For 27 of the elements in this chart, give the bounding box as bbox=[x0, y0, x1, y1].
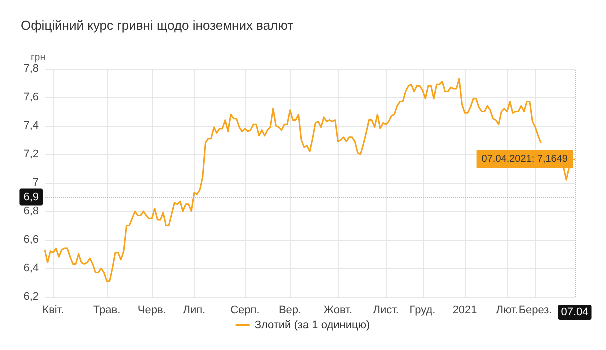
y-tick-label: 7 bbox=[32, 177, 39, 189]
x-tick-label: Трав. bbox=[93, 304, 121, 316]
y-tick-label: 6,2 bbox=[24, 291, 39, 303]
x-tick-label: 2021 bbox=[452, 304, 478, 316]
x-tick-label: Жовт. bbox=[324, 304, 353, 316]
chart-title: Офіційний курс гривні щодо іноземних валют bbox=[21, 18, 294, 33]
y-tick-label: 6,4 bbox=[24, 262, 39, 274]
y-tick-label: 6,8 bbox=[24, 206, 39, 218]
annotation: 07.04.2021: 7,1649 bbox=[482, 154, 568, 165]
y-tick-label: 7,6 bbox=[24, 92, 39, 104]
x-tick-label: Квіт. bbox=[42, 304, 64, 316]
y-axis-title: грн bbox=[31, 52, 46, 64]
x-tick-label: Груд. bbox=[410, 304, 436, 316]
x-tick-label: Берез. bbox=[518, 304, 552, 316]
legend-label: Злотий (за 1 одиницю) bbox=[254, 320, 370, 332]
x-tick-label: Лют. bbox=[496, 304, 518, 316]
y-tick-label: 6,6 bbox=[24, 234, 39, 246]
y-tick-label: 7,4 bbox=[24, 120, 39, 132]
x-tick-label: Серп. bbox=[230, 304, 260, 316]
y-tick-label: 7,2 bbox=[24, 148, 39, 160]
x-tick-label: Лип. bbox=[183, 304, 206, 316]
y-tick-label: 7,8 bbox=[24, 63, 39, 75]
x-tick-label: Вер. bbox=[278, 304, 302, 316]
x-tick-label: 07.04 bbox=[561, 306, 589, 318]
x-tick-label: Лист. bbox=[373, 304, 399, 316]
ref-line-label: 6,9 bbox=[24, 191, 39, 204]
x-tick-label: Черв. bbox=[138, 304, 166, 316]
